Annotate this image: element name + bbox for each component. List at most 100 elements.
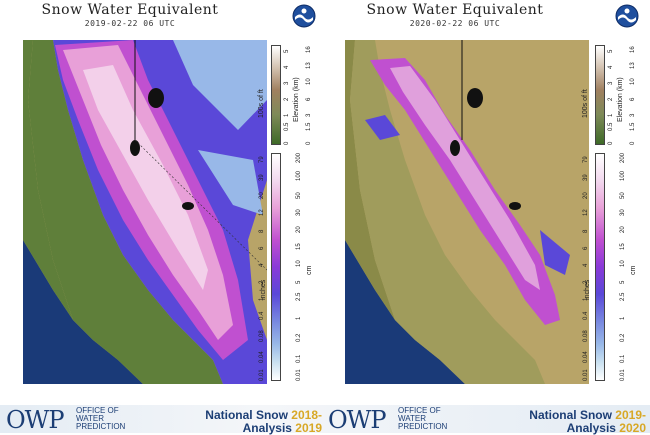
owp-logo: OWP	[6, 406, 64, 434]
swe-in-tick: 12	[583, 209, 589, 216]
elev-tick: 3	[608, 81, 614, 85]
elev-tick: 5	[608, 49, 614, 53]
elev-ft-tick: 13	[306, 62, 312, 69]
nsa-title: National Snow 2018- Analysis 2019	[180, 409, 322, 435]
noaa-logo-icon	[292, 4, 316, 32]
elev-tick: 0	[284, 141, 290, 145]
owp-sub-line: WATER	[398, 414, 426, 423]
swe-inches-label: inches	[260, 279, 267, 300]
elev-tick: 0	[608, 141, 614, 145]
elev-ft-tick: 1.5	[306, 122, 312, 131]
elev-ft-tick: 10	[630, 78, 636, 85]
swe-cm-tick: 0.1	[296, 354, 302, 363]
swe-ticks-inches: 79 39 20 12 8 6 4 2 1 0.4 0.08 0.04 0.01	[259, 153, 271, 381]
swe-in-tick: 0.01	[583, 369, 589, 381]
swe-map-2019	[23, 40, 267, 384]
elev-ft-tick: 3	[306, 113, 312, 117]
owp-sub-line: WATER	[76, 414, 104, 423]
elev-ft-tick: 0	[306, 141, 312, 145]
swe-inches-label: inches	[584, 279, 591, 300]
swe-in-tick: 0.04	[259, 351, 265, 363]
panel-date: 2019-02-22 06 UTC	[84, 19, 176, 28]
elevation-colorbar	[595, 45, 605, 145]
elev-tick: 1	[608, 113, 614, 117]
swe-in-tick: 6	[583, 246, 589, 250]
swe-cm-tick: 50	[296, 192, 302, 199]
swe-cm-label: cm	[306, 265, 313, 275]
swe-cm-tick: 10	[296, 260, 302, 267]
swe-cm-tick: 10	[620, 260, 626, 267]
elevation-ft-label: 100s of ft	[258, 89, 265, 118]
panel-title: Snow Water Equivalent	[366, 2, 544, 18]
elev-tick: 3	[284, 81, 290, 85]
swe-in-tick: 20	[259, 192, 265, 199]
swe-in-tick: 39	[583, 174, 589, 181]
swe-in-tick: 0.04	[583, 351, 589, 363]
elev-ft-tick: 16	[306, 46, 312, 53]
owp-logo: OWP	[328, 406, 386, 434]
nsa-line: Analysis	[242, 421, 292, 435]
swe-in-tick: 20	[583, 192, 589, 199]
elevation-axis-label: Elevation (km)	[617, 77, 624, 122]
elev-tick: 4	[284, 65, 290, 69]
swe-cm-tick: 2.5	[620, 292, 626, 301]
swe-cm-tick: 50	[620, 192, 626, 199]
swe-cm-tick: 200	[296, 152, 302, 163]
elev-ft-tick: 3	[630, 113, 636, 117]
elev-ft-tick: 16	[630, 46, 636, 53]
nsa-line: National Snow	[205, 408, 288, 422]
elevation-ticks-ft: 16 13 10 6 3 1.5 0	[306, 45, 318, 145]
nsa-year: 2020	[619, 421, 646, 435]
elev-tick: 2	[284, 97, 290, 101]
swe-cm-tick: 0.01	[620, 369, 626, 381]
swe-in-tick: 4	[583, 263, 589, 267]
elevation-ft-label: 100s of ft	[582, 89, 589, 118]
swe-in-tick: 12	[259, 209, 265, 216]
owp-sub-line: OFFICE OF	[76, 406, 119, 415]
swe-in-tick: 0.01	[259, 369, 265, 381]
owp-subtitle: OFFICE OF WATER PREDICTION	[76, 407, 125, 431]
panel-2020: Snow Water Equivalent 2020-02-22 06 UTC	[325, 0, 650, 433]
elevation-colorbar	[271, 45, 281, 145]
panel-title: Snow Water Equivalent	[41, 2, 219, 18]
swe-cm-tick: 2.5	[296, 292, 302, 301]
panel-2019: Snow Water Equivalent 2019-02-22 06 UTC	[0, 0, 325, 433]
swe-colorbar	[271, 153, 281, 381]
owp-subtitle: OFFICE OF WATER PREDICTION	[398, 407, 447, 431]
elev-tick: 5	[284, 49, 290, 53]
elev-tick: 1	[284, 113, 290, 117]
panel-date: 2020-02-22 06 UTC	[409, 19, 501, 28]
elev-tick: 0.5	[284, 122, 290, 131]
swe-ticks-inches: 79 39 20 12 8 6 4 2 1 0.4 0.08 0.04 0.01	[583, 153, 595, 381]
owp-sub-line: OFFICE OF	[398, 406, 441, 415]
swe-cm-tick: 20	[296, 226, 302, 233]
swe-cm-tick: 5	[296, 280, 302, 284]
swe-in-tick: 39	[259, 174, 265, 181]
swe-cm-tick: 1	[296, 316, 302, 320]
swe-colorbar	[595, 153, 605, 381]
swe-in-tick: 0.4	[583, 311, 589, 320]
owp-sub-line: PREDICTION	[398, 422, 448, 431]
swe-cm-tick: 5	[620, 280, 626, 284]
nsa-line: National Snow	[529, 408, 612, 422]
swe-cm-tick: 1	[620, 316, 626, 320]
swe-cm-tick: 30	[296, 209, 302, 216]
swe-in-tick: 0.4	[259, 311, 265, 320]
elev-tick: 4	[608, 65, 614, 69]
nsa-year: 2019	[295, 421, 322, 435]
swe-map-2020	[345, 40, 589, 384]
swe-in-tick: 4	[259, 263, 265, 267]
swe-cm-tick: 15	[620, 243, 626, 250]
swe-in-tick: 8	[259, 229, 265, 233]
elev-ft-tick: 6	[630, 97, 636, 101]
elev-tick: 2	[608, 97, 614, 101]
elev-ft-tick: 1.5	[630, 122, 636, 131]
swe-in-tick: 6	[259, 246, 265, 250]
swe-cm-tick: 15	[296, 243, 302, 250]
footer-banner: OWP OFFICE OF WATER PREDICTION National …	[0, 405, 650, 435]
noaa-logo-icon	[615, 4, 639, 32]
swe-cm-tick: 30	[620, 209, 626, 216]
swe-cm-tick: 0.2	[296, 333, 302, 342]
elevation-axis-label: Elevation (km)	[293, 77, 300, 122]
swe-cm-label: cm	[630, 265, 637, 275]
